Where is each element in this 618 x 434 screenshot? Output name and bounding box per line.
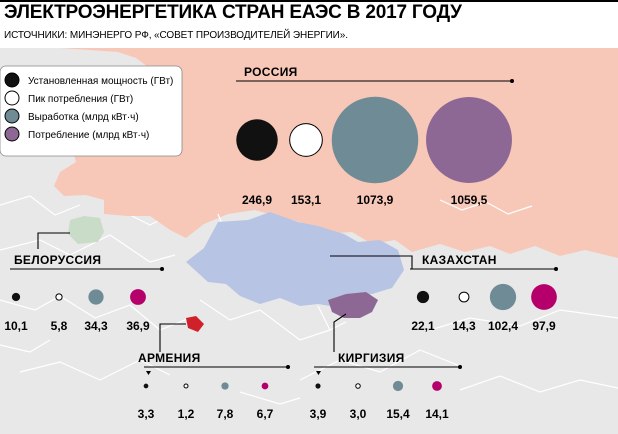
top-rule <box>0 0 618 2</box>
map-border <box>0 234 176 263</box>
bubble-russia-2 <box>331 96 419 184</box>
value-label-kazakhstan-1: 14,3 <box>452 319 476 333</box>
bubble-armenia-2 <box>221 382 229 390</box>
legend-swatch-peak_consumption <box>4 90 20 106</box>
bubble-russia-0 <box>236 119 278 161</box>
value-label-kyrgyzstan-0: 3,9 <box>310 407 327 421</box>
country-rule-dot-russia <box>510 79 514 83</box>
value-label-kazakhstan-3: 97,9 <box>532 319 556 333</box>
armenia-shape <box>186 316 204 332</box>
value-label-kyrgyzstan-1: 3,0 <box>350 407 367 421</box>
legend-swatch-generation <box>4 108 20 124</box>
kyrgyzstan-shape <box>328 292 378 318</box>
legend-label-installed_capacity: Установленная мощность (ГВт) <box>28 76 173 87</box>
bubble-kazakhstan-0 <box>416 290 430 304</box>
legend-label-generation: Выработка (млрд кВт·ч) <box>28 111 139 123</box>
legend-box <box>0 65 183 157</box>
bubble-kazakhstan-1 <box>458 291 470 303</box>
legend-label-consumption: Потребление (млрд кВт·ч) <box>28 129 149 141</box>
country-armenia: АРМЕНИЯ 3,3 1,2 7,8 6,7 <box>138 323 290 421</box>
value-label-belarus-2: 34,3 <box>84 319 108 333</box>
bubble-armenia-3 <box>261 382 269 390</box>
value-label-russia-1: 153,1 <box>291 193 321 207</box>
map-border <box>199 299 331 341</box>
chart-subtitle: ИСТОЧНИКИ: МИНЭНЕРГО РФ, «СОВЕТ ПРОИЗВОД… <box>4 30 348 41</box>
country-rule-dot-kazakhstan <box>554 267 558 271</box>
value-label-armenia-0: 3,3 <box>138 407 155 421</box>
bubble-kyrgyzstan-3 <box>432 381 442 391</box>
chart-title: ЭЛЕКТРОЭНЕРГЕТИКА СТРАН ЕАЭС В 2017 ГОДУ <box>4 2 462 23</box>
country-pointer-kyrgyzstan <box>316 371 321 375</box>
bubble-russia-3 <box>426 97 512 183</box>
map-background <box>0 48 618 434</box>
country-rule-dot-armenia <box>286 365 290 369</box>
bubble-kyrgyzstan-0 <box>315 383 321 389</box>
bubble-belarus-2 <box>88 289 104 305</box>
value-label-russia-2: 1073,9 <box>357 193 394 207</box>
value-label-belarus-1: 5,8 <box>51 319 68 333</box>
country-pointer-armenia <box>146 371 151 375</box>
country-leader-belarus <box>37 232 70 249</box>
legend: Установленная мощность (ГВт) Пик потребле… <box>0 65 183 157</box>
value-label-armenia-1: 1,2 <box>178 407 195 421</box>
map-border <box>317 305 347 331</box>
bubble-kyrgyzstan-1 <box>355 383 361 389</box>
value-label-kazakhstan-0: 22,1 <box>411 319 435 333</box>
legend-swatch-consumption <box>4 126 20 142</box>
value-label-russia-3: 1059,5 <box>451 193 488 207</box>
legend-label-peak_consumption: Пик потребления (ГВт) <box>28 93 133 105</box>
value-label-kazakhstan-2: 102,4 <box>488 319 518 333</box>
value-label-kyrgyzstan-2: 15,4 <box>386 407 410 421</box>
bubble-armenia-1 <box>183 383 189 389</box>
value-label-armenia-2: 7,8 <box>217 407 234 421</box>
map-border <box>0 195 81 216</box>
bubble-armenia-0 <box>143 383 149 389</box>
country-belarus: БЕЛОРУССИЯ 10,1 5,8 34,3 36,9 <box>4 232 164 333</box>
value-label-belarus-0: 10,1 <box>4 319 28 333</box>
country-label-armenia: АРМЕНИЯ <box>138 351 201 365</box>
country-leader-kazakhstan <box>330 255 413 269</box>
country-label-kazakhstan: КАЗАХСТАН <box>422 253 497 267</box>
map-border <box>429 309 618 331</box>
country-rule-dot-belarus <box>160 267 164 271</box>
bubble-kazakhstan-2 <box>489 283 517 311</box>
country-label-belarus: БЕЛОРУССИЯ <box>14 253 101 267</box>
value-label-kyrgyzstan-3: 14,1 <box>425 407 449 421</box>
map-border <box>0 339 51 353</box>
bubble-belarus-3 <box>130 289 146 305</box>
legend-swatch-installed_capacity <box>4 72 20 88</box>
bubble-russia-1 <box>289 123 323 157</box>
bubble-kyrgyzstan-2 <box>392 380 404 392</box>
kazakhstan-shape <box>186 212 404 306</box>
bubble-belarus-0 <box>11 292 21 302</box>
country-rule-dot-kyrgyzstan <box>458 365 462 369</box>
country-label-russia: РОССИЯ <box>244 65 298 79</box>
value-label-russia-0: 246,9 <box>242 193 272 207</box>
country-kyrgyzstan: КИРГИЗИЯ 3,9 3,0 15,4 14,1 <box>310 313 462 421</box>
map-border <box>19 359 171 381</box>
country-leader-kyrgyzstan <box>333 313 347 352</box>
country-label-kyrgyzstan: КИРГИЗИЯ <box>338 351 405 365</box>
value-label-belarus-3: 36,9 <box>126 319 150 333</box>
map-border <box>239 391 301 405</box>
map-border <box>459 375 618 393</box>
country-kazakhstan: КАЗАХСТАН 22,1 14,3 102,4 97,9 <box>330 253 558 333</box>
value-label-armenia-3: 6,7 <box>257 407 274 421</box>
map-border <box>439 199 533 215</box>
country-leader-armenia <box>159 323 186 352</box>
belarus-shape <box>68 216 104 244</box>
bubble-belarus-1 <box>55 293 63 301</box>
bubble-kazakhstan-3 <box>531 284 557 310</box>
country-russia: РОССИЯ 246,9 153,1 1073,9 1059,5 <box>236 65 514 207</box>
